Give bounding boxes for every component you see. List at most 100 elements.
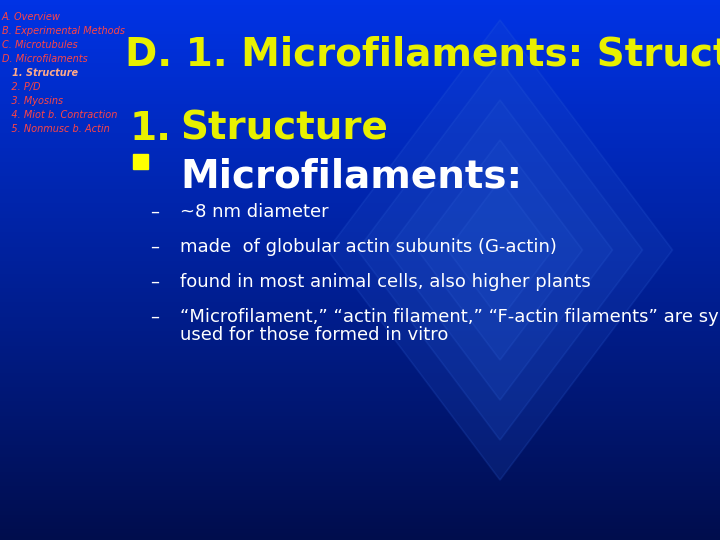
Bar xyxy=(0,299,720,301)
Bar xyxy=(0,481,720,482)
Bar xyxy=(0,2,720,4)
Bar xyxy=(0,497,720,498)
Bar xyxy=(0,366,720,367)
Bar xyxy=(0,490,720,491)
Bar xyxy=(0,414,720,416)
Bar xyxy=(0,295,720,297)
Bar xyxy=(0,463,720,464)
Bar xyxy=(0,103,720,104)
Bar xyxy=(0,72,720,74)
Bar xyxy=(0,326,720,328)
Bar xyxy=(0,258,720,259)
Text: C. Microtubules: C. Microtubules xyxy=(2,40,78,50)
Bar xyxy=(0,185,720,187)
Bar xyxy=(0,29,720,31)
Bar xyxy=(0,189,720,191)
Bar xyxy=(0,216,720,218)
Bar xyxy=(0,533,720,535)
Bar xyxy=(0,7,720,9)
Text: –: – xyxy=(150,308,159,326)
Bar xyxy=(0,268,720,270)
Bar xyxy=(0,0,720,2)
Bar xyxy=(0,169,720,171)
Polygon shape xyxy=(358,60,642,440)
Bar xyxy=(0,498,720,501)
Bar xyxy=(0,466,720,468)
Bar xyxy=(0,410,720,412)
Bar xyxy=(0,36,720,38)
Bar xyxy=(0,110,720,112)
Text: found in most animal cells, also higher plants: found in most animal cells, also higher … xyxy=(180,273,590,291)
Polygon shape xyxy=(448,180,552,320)
Bar xyxy=(0,279,720,281)
Bar xyxy=(0,164,720,166)
Bar xyxy=(0,324,720,326)
Bar xyxy=(0,128,720,130)
Bar xyxy=(0,15,720,16)
Bar xyxy=(0,255,720,258)
Bar xyxy=(0,448,720,450)
Bar xyxy=(0,32,720,34)
Bar xyxy=(0,25,720,27)
Bar xyxy=(0,101,720,103)
Bar xyxy=(0,450,720,452)
Bar xyxy=(0,27,720,29)
Bar xyxy=(0,112,720,113)
Bar xyxy=(0,200,720,201)
Bar xyxy=(0,412,720,414)
Bar xyxy=(0,493,720,495)
Bar xyxy=(0,344,720,346)
Bar xyxy=(0,488,720,490)
Polygon shape xyxy=(387,100,613,400)
Bar xyxy=(0,74,720,76)
Bar xyxy=(0,225,720,227)
Bar xyxy=(0,515,720,517)
Bar xyxy=(0,356,720,358)
Text: 2. P/D: 2. P/D xyxy=(2,82,40,92)
Bar xyxy=(0,486,720,488)
Bar xyxy=(0,319,720,320)
Bar xyxy=(0,290,720,292)
Bar xyxy=(0,245,720,247)
Bar xyxy=(0,124,720,126)
Bar xyxy=(0,211,720,212)
Bar xyxy=(0,221,720,223)
Bar xyxy=(0,479,720,481)
Text: Structure: Structure xyxy=(180,110,388,148)
Bar xyxy=(0,270,720,272)
Text: ~8 nm diameter: ~8 nm diameter xyxy=(180,203,328,221)
Bar xyxy=(0,252,720,254)
Bar xyxy=(0,133,720,135)
Bar xyxy=(0,162,720,164)
Bar xyxy=(0,390,720,393)
Bar xyxy=(0,452,720,454)
Bar xyxy=(0,180,720,182)
Bar xyxy=(0,142,720,144)
Bar xyxy=(0,137,720,139)
Bar xyxy=(0,117,720,119)
Bar xyxy=(0,70,720,72)
Bar xyxy=(0,16,720,18)
Bar xyxy=(0,77,720,79)
Bar xyxy=(0,166,720,167)
Bar xyxy=(0,184,720,185)
Bar xyxy=(0,351,720,353)
Bar xyxy=(0,436,720,437)
Bar xyxy=(0,340,720,342)
Bar xyxy=(0,331,720,333)
Bar xyxy=(0,528,720,529)
Bar xyxy=(0,272,720,274)
Text: D. Microfilaments: D. Microfilaments xyxy=(2,54,88,64)
Bar xyxy=(0,194,720,196)
Bar xyxy=(0,38,720,39)
Bar xyxy=(0,61,720,63)
Bar xyxy=(0,441,720,443)
Bar xyxy=(0,380,720,382)
Bar xyxy=(0,99,720,101)
Bar xyxy=(0,34,720,36)
Bar xyxy=(0,120,720,123)
Bar xyxy=(0,231,720,232)
Bar xyxy=(0,191,720,193)
Text: D. 1. Microfilaments: Structure: D. 1. Microfilaments: Structure xyxy=(125,35,720,73)
Text: 3. Myosins: 3. Myosins xyxy=(2,96,63,106)
